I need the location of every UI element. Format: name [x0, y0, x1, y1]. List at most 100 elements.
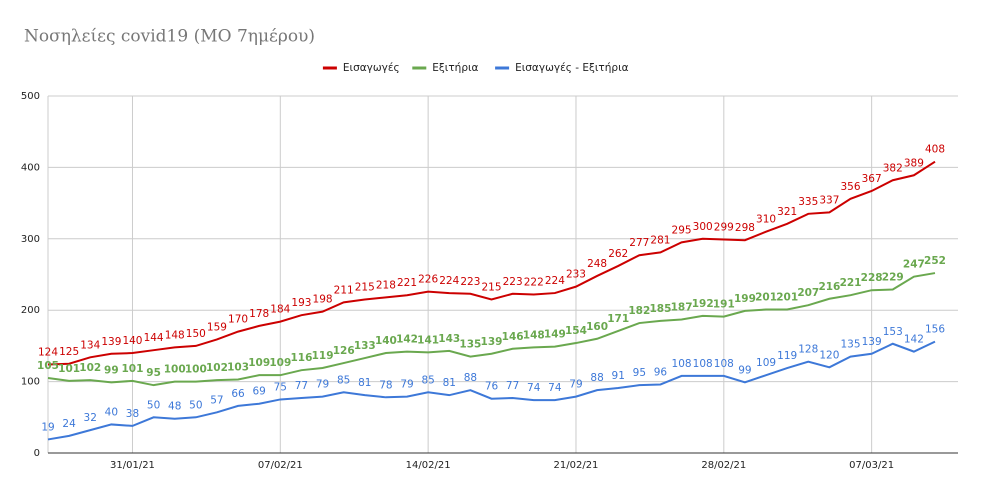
data-label: 88 [464, 372, 477, 384]
data-label: 40 [105, 406, 118, 418]
data-label: 252 [924, 255, 946, 267]
data-label: 135 [841, 339, 861, 351]
data-label: 215 [355, 281, 375, 293]
series-line [47, 160, 936, 366]
data-label: 144 [144, 332, 164, 344]
data-label: 91 [612, 370, 625, 382]
data-label: 223 [503, 276, 523, 288]
data-label: 233 [566, 269, 586, 281]
data-label: 102 [206, 362, 228, 374]
data-label: 101 [58, 363, 80, 375]
data-label: 74 [527, 382, 541, 394]
data-label: 134 [80, 339, 100, 351]
data-label: 299 [714, 222, 734, 234]
data-label: 300 [693, 221, 713, 233]
data-label: 79 [400, 379, 413, 391]
data-label: 120 [819, 349, 839, 361]
data-label: 24 [62, 418, 76, 430]
data-label: 191 [713, 299, 735, 311]
data-label: 69 [253, 386, 266, 398]
data-label: 19 [41, 421, 54, 433]
data-label: 221 [397, 277, 417, 289]
data-label: 171 [607, 313, 629, 325]
data-label: 367 [862, 173, 882, 185]
data-label: 262 [608, 248, 628, 260]
legend-label: Εισαγωγές [343, 62, 400, 74]
data-label: 119 [312, 350, 334, 362]
x-tick-label: 31/01/21 [110, 460, 155, 471]
data-label: 50 [147, 399, 160, 411]
data-label: 119 [777, 350, 797, 362]
data-label: 160 [586, 321, 608, 333]
data-label: 142 [396, 334, 418, 346]
data-label: 99 [104, 364, 119, 376]
data-label: 148 [523, 329, 545, 341]
data-label: 108 [672, 358, 692, 370]
data-label: 103 [227, 361, 249, 373]
data-label: 187 [671, 301, 693, 313]
data-label: 198 [313, 294, 333, 306]
x-tick-label: 14/02/21 [406, 460, 451, 471]
data-label: 109 [269, 357, 291, 369]
data-label: 277 [629, 237, 649, 249]
data-label: 96 [654, 366, 668, 378]
data-label: 48 [168, 401, 181, 413]
data-label: 229 [882, 271, 904, 283]
data-label: 216 [818, 281, 840, 293]
data-label: 382 [883, 162, 903, 174]
data-label: 79 [316, 379, 329, 391]
data-label: 281 [650, 234, 670, 246]
data-label: 310 [756, 214, 776, 226]
data-label: 182 [628, 305, 650, 317]
data-label: 108 [693, 358, 713, 370]
x-tick-label: 28/02/21 [701, 460, 746, 471]
data-label: 149 [544, 329, 566, 341]
data-label: 224 [545, 275, 565, 287]
data-label: 192 [692, 298, 714, 310]
data-label: 321 [777, 206, 797, 218]
data-label: 184 [270, 304, 290, 316]
data-label: 146 [502, 331, 524, 343]
data-label: 116 [290, 352, 312, 364]
data-label: 222 [524, 276, 544, 288]
series-line [47, 272, 936, 387]
data-label: 66 [231, 388, 245, 400]
data-label: 193 [291, 297, 311, 309]
data-label: 153 [883, 326, 903, 338]
data-label: 108 [714, 358, 734, 370]
data-label: 100 [164, 364, 186, 376]
data-label: 76 [485, 381, 499, 393]
data-label: 105 [37, 360, 59, 372]
data-label: 178 [249, 308, 269, 320]
data-label: 99 [738, 364, 751, 376]
legend-label: Εξιτήρια [432, 62, 478, 74]
data-label: 85 [421, 374, 434, 386]
y-tick-label: 100 [21, 377, 40, 388]
data-label: 57 [210, 394, 223, 406]
data-label: 102 [79, 362, 101, 374]
data-label: 126 [333, 345, 355, 357]
y-tick-label: 400 [21, 162, 40, 173]
data-label: 32 [84, 412, 97, 424]
data-label: 95 [146, 367, 161, 379]
data-label: 337 [819, 194, 839, 206]
data-label: 295 [672, 224, 692, 236]
data-label: 81 [443, 377, 456, 389]
y-tick-label: 0 [34, 448, 40, 459]
data-label: 150 [186, 328, 206, 340]
data-label: 201 [776, 291, 798, 303]
y-tick-label: 200 [21, 305, 40, 316]
data-label: 211 [334, 284, 354, 296]
data-label: 81 [358, 377, 371, 389]
data-label: 199 [734, 293, 756, 305]
data-label: 298 [735, 222, 755, 234]
data-label: 109 [248, 357, 270, 369]
y-tick-label: 500 [21, 91, 40, 102]
data-label: 75 [274, 381, 287, 393]
data-label: 78 [379, 379, 392, 391]
data-label: 128 [798, 344, 818, 356]
data-label: 50 [189, 399, 202, 411]
data-label: 408 [925, 144, 945, 156]
